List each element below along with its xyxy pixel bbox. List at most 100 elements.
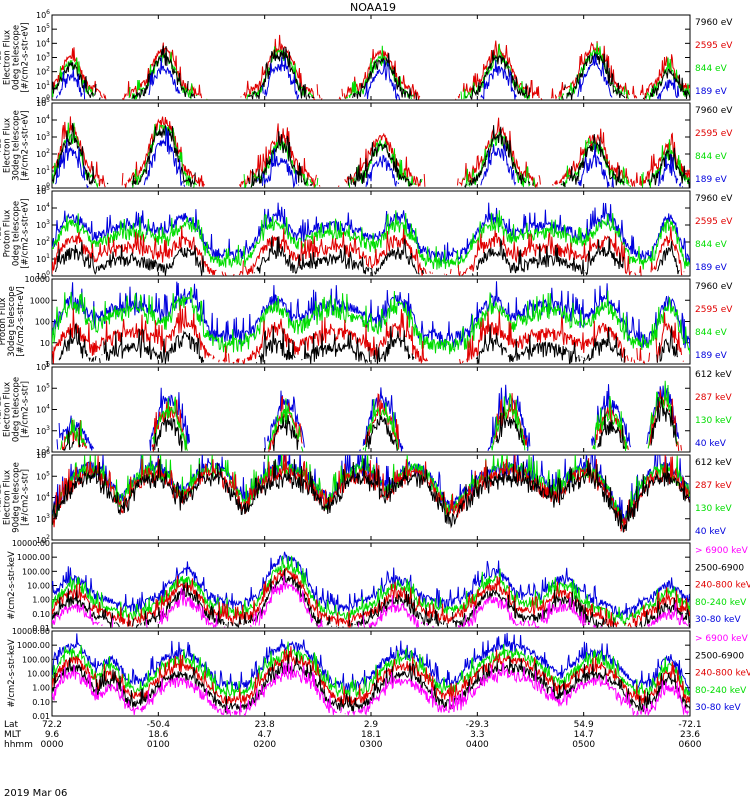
y-tick-label: 102 xyxy=(36,534,50,545)
y-tick-label: 0.01 xyxy=(32,624,50,633)
y-tick-label: 104 xyxy=(36,202,50,213)
y-tick-label: 103 xyxy=(36,513,50,524)
panel-6: 102 103 104 105 106 MEPEDElectron Flux90deg t… xyxy=(0,449,732,545)
figure-title: NOAA19 xyxy=(350,1,396,14)
legend-entry: 80-240 keV xyxy=(695,598,747,608)
y-tick-label: 10 xyxy=(40,339,50,348)
y-tick-label: 10000.00 xyxy=(12,627,50,636)
footer-value: 0400 xyxy=(466,740,489,750)
y-tick-label: 104 xyxy=(36,404,50,415)
legend-entry: 7960 eV xyxy=(695,18,733,28)
legend-entry: 7960 eV xyxy=(695,194,733,204)
footer-value: 0300 xyxy=(360,740,383,750)
footer-value: 2.9 xyxy=(364,720,379,730)
panel-1: 100 101 102 103 104 105 106 TEDElectron Flux0de… xyxy=(0,9,733,105)
footer-value: 0500 xyxy=(572,740,595,750)
y-tick-label: 0.01 xyxy=(32,712,50,721)
plot-area xyxy=(57,380,682,452)
plot-area xyxy=(52,455,690,533)
legend-entry: 612 keV xyxy=(695,458,732,468)
legend-entry: 844 eV xyxy=(695,64,728,74)
legend-entry: 130 keV xyxy=(695,416,732,426)
y-axis-label: TEDElectron Flux30deg telescope[#/cm2-s-… xyxy=(0,110,31,181)
plot-area xyxy=(52,632,690,716)
date-label: 2019 Mar 06 xyxy=(4,788,67,799)
y-tick-label: 100.00 xyxy=(22,567,50,576)
legend-entry: > 6900 keV xyxy=(695,546,749,556)
y-tick-label: 1 xyxy=(45,360,50,369)
footer-value: 18.6 xyxy=(148,730,168,740)
footer-value: 0100 xyxy=(147,740,170,750)
y-tick-label: 101 xyxy=(36,253,50,264)
legend-entry: 189 eV xyxy=(695,351,728,361)
legend-entry: 844 eV xyxy=(695,328,728,338)
footer-value: 0000 xyxy=(41,740,64,750)
legend-entry: 189 eV xyxy=(695,263,728,273)
y-tick-label: 106 xyxy=(36,449,50,460)
legend-entry: 2595 eV xyxy=(695,129,733,139)
legend-entry: 40 keV xyxy=(695,439,727,449)
footer-value: 14.7 xyxy=(574,730,594,740)
footer-value: 9.6 xyxy=(45,730,60,740)
footer-value: 18.1 xyxy=(361,730,381,740)
footer-value: 54.9 xyxy=(574,720,594,730)
y-tick-label: 100 xyxy=(36,182,50,193)
legend-entry: 30-80 keV xyxy=(695,703,741,713)
series-trace xyxy=(52,210,690,270)
y-axis-label: #/cm2-s-str-keV xyxy=(7,639,17,708)
y-axis-label: Proton Flux30deg telescope[#/cm2-s-str-e… xyxy=(0,286,26,357)
y-tick-label: 105 xyxy=(36,23,50,34)
y-axis-label: MEPEDElectron Flux90deg telescope[#/cm2-… xyxy=(0,462,31,533)
y-axis-label: MEPEDElectron Flux0deg telescope[#/cm2-s… xyxy=(0,377,31,442)
footer-value: -29.3 xyxy=(466,720,489,730)
series-trace xyxy=(52,632,690,695)
y-tick-label: 104 xyxy=(36,37,50,48)
legend-entry: 2595 eV xyxy=(695,41,733,51)
footer-value: 72.2 xyxy=(42,720,62,730)
y-tick-label: 103 xyxy=(36,52,50,63)
plot-area xyxy=(52,116,690,188)
panel-7: 0.01 0.10 1.00 10.00 100.00 1000.00 10000.00 #/… xyxy=(7,539,750,633)
y-tick-label: 0.10 xyxy=(32,698,50,707)
legend-entry: 844 eV xyxy=(695,152,728,162)
y-axis-label: TEDProton Flux0deg telescope[#/cm2-s-str… xyxy=(0,198,31,268)
footer-value: 23.8 xyxy=(255,720,275,730)
footer-value: -50.4 xyxy=(147,720,171,730)
y-axis-label: TEDElectron Flux0deg telescope[#/cm2-s-s… xyxy=(0,22,31,92)
legend-entry: 612 keV xyxy=(695,370,732,380)
y-tick-label: 10.00 xyxy=(27,670,50,679)
panel-frame xyxy=(51,630,691,717)
legend-entry: 40 keV xyxy=(695,527,727,537)
y-tick-label: 100 xyxy=(36,270,50,281)
y-tick-label: 106 xyxy=(36,9,50,20)
footer-row-label: Lat xyxy=(4,720,19,730)
y-tick-label: 106 xyxy=(36,361,50,372)
y-tick-label: 100.00 xyxy=(22,655,50,664)
legend-entry: 7960 eV xyxy=(695,282,733,292)
y-tick-label: 0.10 xyxy=(32,610,50,619)
y-tick-label: 102 xyxy=(36,446,50,457)
y-tick-label: 102 xyxy=(36,148,50,159)
legend-entry: 2500-6900 xyxy=(695,651,744,661)
series-trace xyxy=(52,286,690,355)
plot-area xyxy=(52,202,690,276)
y-tick-label: 1000.00 xyxy=(17,641,50,650)
y-tick-label: 104 xyxy=(36,492,50,503)
y-tick-label: 10.00 xyxy=(27,582,50,591)
footer-value: 23.6 xyxy=(680,730,700,740)
series-trace xyxy=(52,568,690,628)
footer-value: -72.1 xyxy=(678,720,701,730)
footer-value: 4.7 xyxy=(258,730,272,740)
y-tick-label: 103 xyxy=(36,425,50,436)
series-trace xyxy=(60,380,679,452)
y-tick-label: 1000.00 xyxy=(17,553,50,562)
series-trace xyxy=(52,281,690,350)
y-tick-label: 101 xyxy=(36,80,50,91)
legend-entry: 80-240 keV xyxy=(695,686,747,696)
plot-area xyxy=(52,281,690,363)
y-tick-label: 102 xyxy=(36,66,50,77)
y-tick-label: 1000 xyxy=(30,296,50,305)
panel-8: 0.01 0.10 1.00 10.00 100.00 1000.00 10000.00 #/… xyxy=(7,627,750,721)
